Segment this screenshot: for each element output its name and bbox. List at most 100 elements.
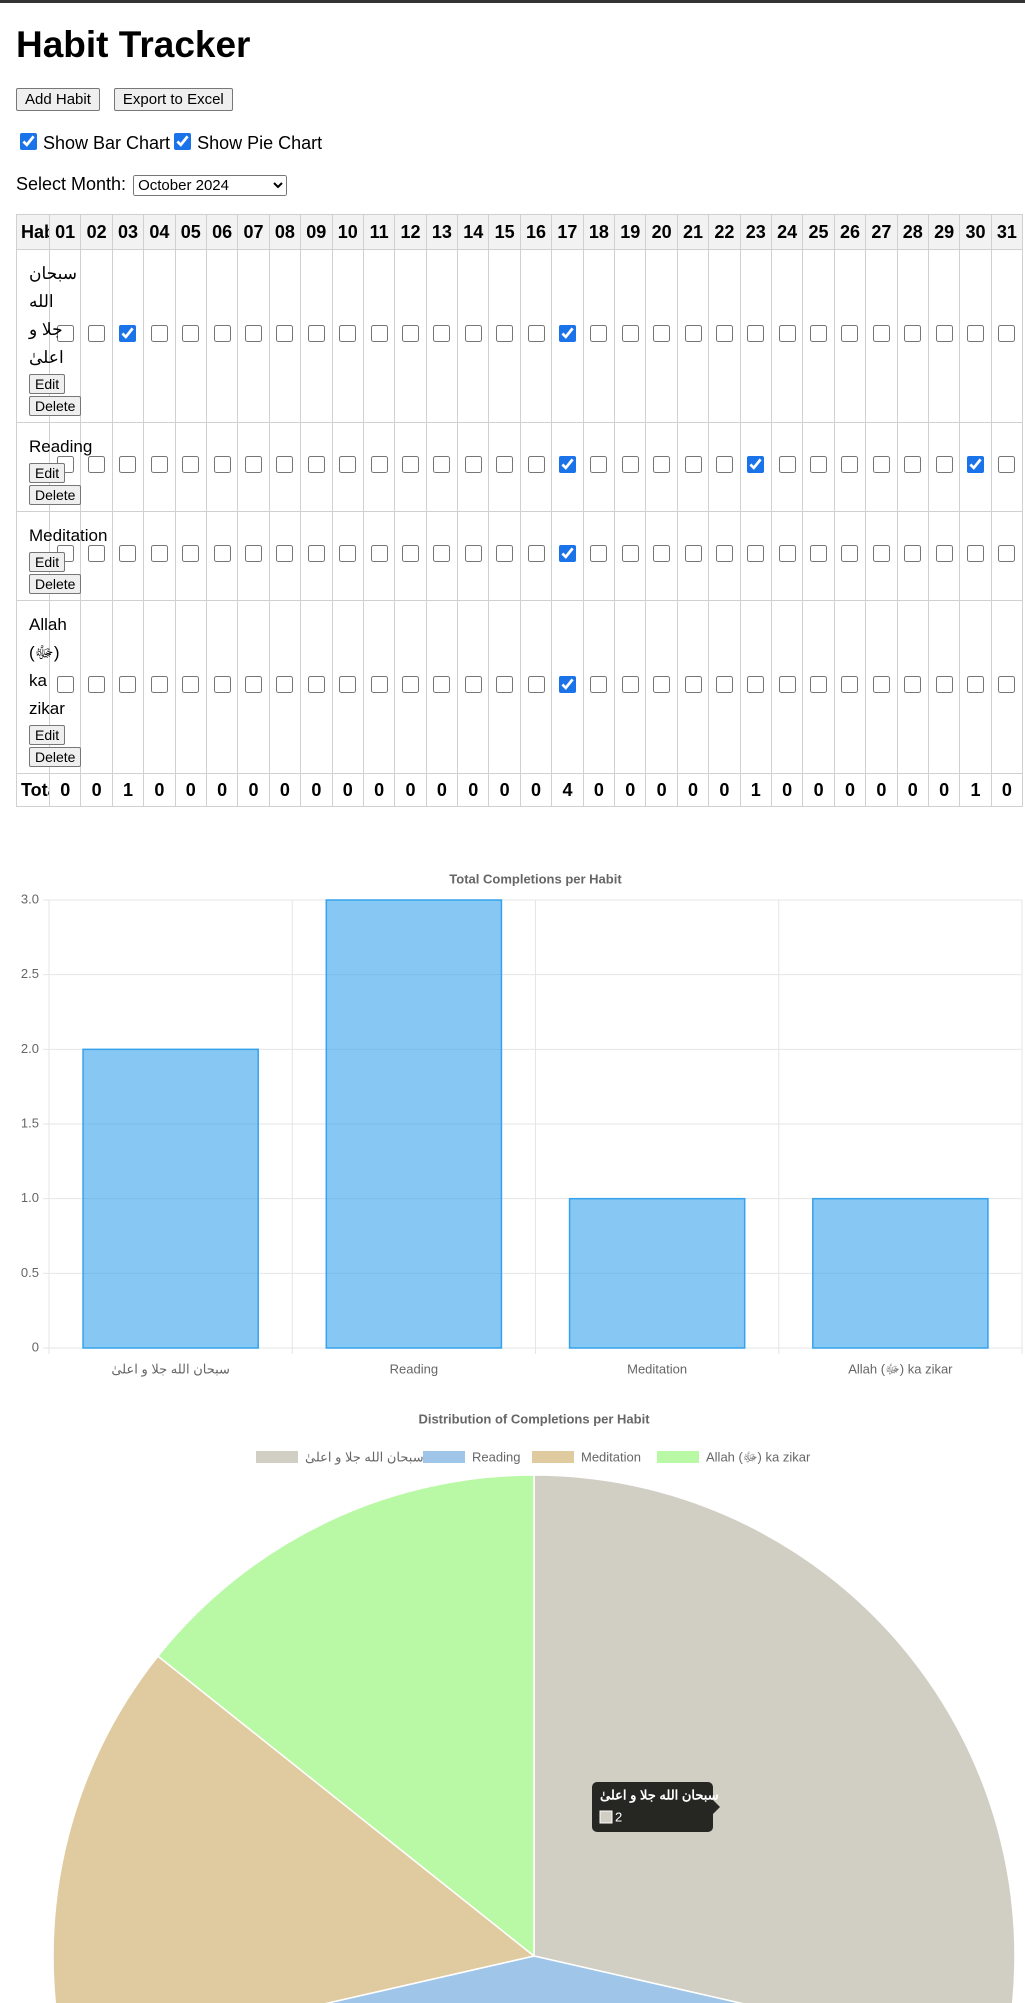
month-select[interactable]: October 2024 xyxy=(133,175,288,196)
day-checkbox[interactable] xyxy=(747,676,765,693)
day-checkbox[interactable] xyxy=(715,545,733,562)
day-checkbox[interactable] xyxy=(590,676,608,693)
day-checkbox[interactable] xyxy=(904,325,922,342)
day-checkbox[interactable] xyxy=(653,545,671,562)
day-checkbox[interactable] xyxy=(810,456,828,473)
day-checkbox[interactable] xyxy=(245,545,263,562)
day-checkbox[interactable] xyxy=(370,325,388,342)
day-checkbox[interactable] xyxy=(119,676,137,693)
day-checkbox[interactable] xyxy=(998,676,1016,693)
day-checkbox[interactable] xyxy=(119,325,137,342)
day-checkbox[interactable] xyxy=(213,325,231,342)
day-checkbox[interactable] xyxy=(590,545,608,562)
day-checkbox[interactable] xyxy=(527,456,545,473)
day-checkbox[interactable] xyxy=(339,325,357,342)
day-checkbox[interactable] xyxy=(370,545,388,562)
day-checkbox[interactable] xyxy=(464,456,482,473)
day-checkbox[interactable] xyxy=(684,545,702,562)
day-checkbox[interactable] xyxy=(276,676,294,693)
day-checkbox[interactable] xyxy=(558,325,576,342)
day-checkbox[interactable] xyxy=(496,456,514,473)
day-checkbox[interactable] xyxy=(401,676,419,693)
day-checkbox[interactable] xyxy=(401,456,419,473)
day-checkbox[interactable] xyxy=(778,676,796,693)
day-checkbox[interactable] xyxy=(307,545,325,562)
day-checkbox[interactable] xyxy=(653,325,671,342)
day-checkbox[interactable] xyxy=(464,325,482,342)
chart-toggle[interactable] xyxy=(174,133,192,150)
day-checkbox[interactable] xyxy=(810,676,828,693)
day-checkbox[interactable] xyxy=(590,456,608,473)
day-checkbox[interactable] xyxy=(213,676,231,693)
day-checkbox[interactable] xyxy=(904,456,922,473)
day-checkbox[interactable] xyxy=(433,545,451,562)
day-checkbox[interactable] xyxy=(935,325,953,342)
day-checkbox[interactable] xyxy=(935,545,953,562)
day-checkbox[interactable] xyxy=(401,545,419,562)
day-checkbox[interactable] xyxy=(872,676,890,693)
day-checkbox[interactable] xyxy=(715,676,733,693)
day-checkbox[interactable] xyxy=(182,545,200,562)
day-checkbox[interactable] xyxy=(433,456,451,473)
day-checkbox[interactable] xyxy=(872,456,890,473)
day-checkbox[interactable] xyxy=(841,676,859,693)
day-checkbox[interactable] xyxy=(527,676,545,693)
day-checkbox[interactable] xyxy=(621,545,639,562)
day-checkbox[interactable] xyxy=(778,456,796,473)
day-checkbox[interactable] xyxy=(401,325,419,342)
day-checkbox[interactable] xyxy=(245,456,263,473)
day-checkbox[interactable] xyxy=(56,676,74,693)
day-checkbox[interactable] xyxy=(88,325,106,342)
day-checkbox[interactable] xyxy=(810,545,828,562)
day-checkbox[interactable] xyxy=(339,676,357,693)
day-checkbox[interactable] xyxy=(872,325,890,342)
day-checkbox[interactable] xyxy=(904,545,922,562)
day-checkbox[interactable] xyxy=(276,325,294,342)
day-checkbox[interactable] xyxy=(150,456,168,473)
day-checkbox[interactable] xyxy=(684,325,702,342)
day-checkbox[interactable] xyxy=(276,456,294,473)
delete-button[interactable]: Delete xyxy=(29,574,82,594)
day-checkbox[interactable] xyxy=(56,325,74,342)
day-checkbox[interactable] xyxy=(778,545,796,562)
chart-toggle[interactable] xyxy=(20,133,37,150)
day-checkbox[interactable] xyxy=(150,676,168,693)
day-checkbox[interactable] xyxy=(119,545,137,562)
day-checkbox[interactable] xyxy=(684,676,702,693)
day-checkbox[interactable] xyxy=(88,676,106,693)
edit-button[interactable]: Edit xyxy=(29,725,66,745)
day-checkbox[interactable] xyxy=(213,456,231,473)
day-checkbox[interactable] xyxy=(433,325,451,342)
add-habit-button[interactable]: Add Habit xyxy=(16,88,100,111)
day-checkbox[interactable] xyxy=(778,325,796,342)
day-checkbox[interactable] xyxy=(967,676,985,693)
day-checkbox[interactable] xyxy=(307,456,325,473)
day-checkbox[interactable] xyxy=(653,676,671,693)
day-checkbox[interactable] xyxy=(464,676,482,693)
edit-button[interactable]: Edit xyxy=(29,552,66,572)
day-checkbox[interactable] xyxy=(558,545,576,562)
day-checkbox[interactable] xyxy=(496,545,514,562)
edit-button[interactable]: Edit xyxy=(29,374,66,394)
day-checkbox[interactable] xyxy=(370,456,388,473)
day-checkbox[interactable] xyxy=(967,456,985,473)
day-checkbox[interactable] xyxy=(276,545,294,562)
day-checkbox[interactable] xyxy=(715,456,733,473)
day-checkbox[interactable] xyxy=(621,456,639,473)
day-checkbox[interactable] xyxy=(464,545,482,562)
day-checkbox[interactable] xyxy=(998,545,1016,562)
edit-button[interactable]: Edit xyxy=(29,463,66,483)
day-checkbox[interactable] xyxy=(747,545,765,562)
day-checkbox[interactable] xyxy=(967,325,985,342)
day-checkbox[interactable] xyxy=(967,545,985,562)
day-checkbox[interactable] xyxy=(841,456,859,473)
day-checkbox[interactable] xyxy=(88,545,106,562)
day-checkbox[interactable] xyxy=(150,325,168,342)
day-checkbox[interactable] xyxy=(370,676,388,693)
day-checkbox[interactable] xyxy=(558,676,576,693)
day-checkbox[interactable] xyxy=(810,325,828,342)
day-checkbox[interactable] xyxy=(119,456,137,473)
day-checkbox[interactable] xyxy=(433,676,451,693)
day-checkbox[interactable] xyxy=(527,545,545,562)
day-checkbox[interactable] xyxy=(496,676,514,693)
